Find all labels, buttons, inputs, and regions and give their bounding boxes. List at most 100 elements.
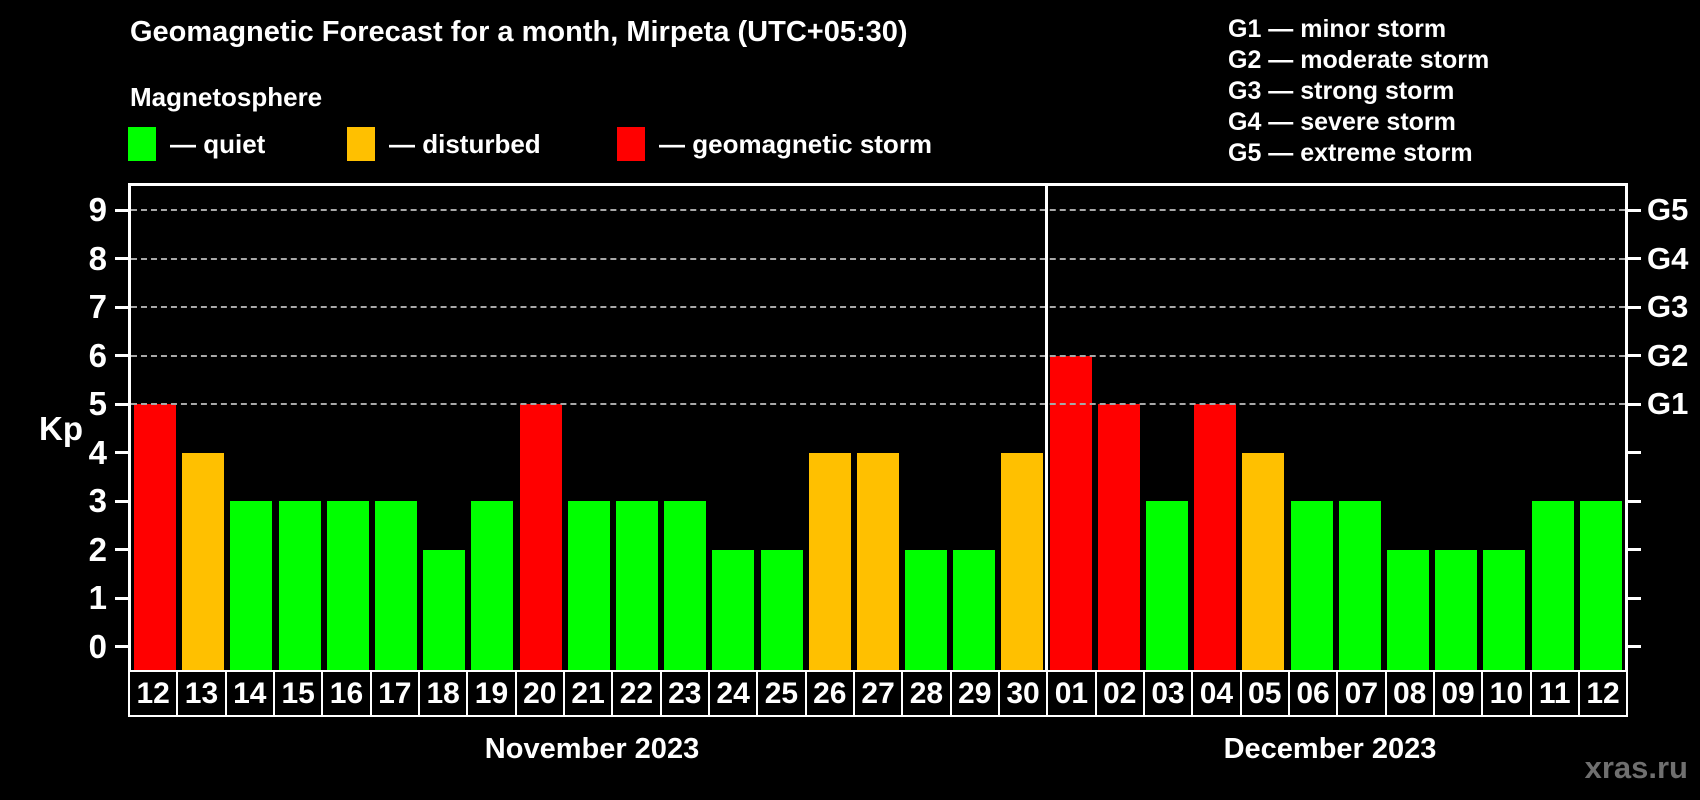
- y-tick-right-0: [1628, 645, 1641, 649]
- bar-slot-04: [1191, 186, 1239, 671]
- date-label-december-05: 05: [1239, 670, 1290, 717]
- chart-title: Geomagnetic Forecast for a month, Mirpet…: [130, 16, 908, 48]
- storm-scale-g5: G5 — extreme storm: [1228, 139, 1473, 167]
- bar-slot-10: [1480, 186, 1528, 671]
- bar-slot-13: [179, 186, 227, 671]
- date-label-november-21: 21: [562, 670, 614, 717]
- date-label-november-26: 26: [804, 670, 855, 717]
- date-label-november-25: 25: [756, 670, 807, 717]
- y-tick-left-6: [115, 354, 128, 358]
- bar-slot-29: [950, 186, 998, 671]
- date-label-november-27: 27: [852, 670, 904, 717]
- bar-slot-19: [468, 186, 516, 671]
- bar-slot-30: [998, 186, 1046, 671]
- date-label-december-09: 09: [1432, 670, 1484, 717]
- bar-slot-12: [131, 186, 179, 671]
- kp-bar-november-28: [905, 549, 948, 671]
- gridline-kp9: [131, 209, 1625, 212]
- bar-slot-09: [1432, 186, 1480, 671]
- storm-scale-legend: G1 — minor storm G2 — moderate storm G3 …: [1228, 14, 1489, 169]
- gridline-kp7: [131, 306, 1625, 309]
- date-label-december-11: 11: [1529, 670, 1580, 717]
- y-tick-left-4: [115, 451, 128, 455]
- month-separator: [1045, 186, 1049, 671]
- bar-slot-20: [517, 186, 565, 671]
- kp-bar-december-07: [1338, 501, 1381, 671]
- bar-slot-21: [565, 186, 613, 671]
- y-tick-left-7: [115, 305, 128, 309]
- y-tick-right-3: [1628, 499, 1641, 503]
- kp-bar-december-02: [1097, 404, 1140, 671]
- storm-scale-g4: G4 — severe storm: [1228, 108, 1456, 136]
- bar-slot-05: [1239, 186, 1287, 671]
- bar-slot-15: [276, 186, 324, 671]
- kp-bar-november-20: [519, 404, 562, 671]
- date-label-december-10: 10: [1481, 670, 1532, 717]
- y-tick-left-8: [115, 257, 128, 261]
- date-label-november-18: 18: [417, 670, 469, 717]
- bar-slot-02: [1095, 186, 1143, 671]
- gridline-kp6: [131, 354, 1625, 357]
- date-label-december-08: 08: [1384, 670, 1435, 717]
- plot-area: Kp 0 1 2 3 4 5 6 7 8 9 G1 G2 G3 G4 G5: [39, 183, 1688, 671]
- kp-bar-december-04: [1194, 404, 1237, 671]
- chart-subtitle: Magnetosphere: [130, 82, 323, 112]
- date-label-november-30: 30: [997, 670, 1049, 717]
- bar-slot-06: [1288, 186, 1336, 671]
- y-tick-label-9: 9: [88, 191, 107, 229]
- y-tick-label-1: 1: [88, 579, 107, 617]
- right-axis-label-g4: G4: [1647, 240, 1689, 276]
- y-tick-label-0: 0: [88, 627, 107, 665]
- kp-bar-november-18: [423, 549, 466, 671]
- legend-item-storm: — geomagnetic storm: [617, 126, 932, 162]
- date-label-december-04: 04: [1191, 670, 1242, 717]
- storm-scale-g1: G1 — minor storm: [1228, 15, 1447, 43]
- bar-slot-28: [902, 186, 950, 671]
- bar-slot-07: [1336, 186, 1384, 671]
- date-axis: 12 13 14 15 16 17 18 19 20 21 22 23 24 25 26 27 28 29 30 01…: [128, 670, 1629, 717]
- legend-label-quiet: — quiet: [170, 128, 266, 159]
- date-label-november-14: 14: [224, 670, 275, 717]
- bar-slot-12: [1577, 186, 1625, 671]
- kp-bar-november-29: [953, 549, 996, 671]
- kp-bar-november-25: [760, 549, 803, 671]
- legend-label-storm: — geomagnetic storm: [659, 128, 933, 159]
- kp-bar-december-05: [1242, 452, 1285, 671]
- y-tick-right-1: [1628, 596, 1641, 600]
- kp-bar-december-03: [1146, 501, 1189, 671]
- y-tick-right-8: [1628, 257, 1641, 261]
- month-label-december: December 2023: [1223, 733, 1437, 765]
- legend-item-disturbed: — disturbed: [347, 126, 541, 162]
- bar-slot-26: [806, 186, 854, 671]
- legend-item-quiet: — quiet: [128, 126, 265, 162]
- date-label-november-24: 24: [707, 670, 759, 717]
- date-label-december-12: 12: [1577, 670, 1629, 717]
- date-label-november-23: 23: [659, 670, 710, 717]
- date-label-november-15: 15: [272, 670, 324, 717]
- bar-slot-01: [1047, 186, 1095, 671]
- kp-bar-november-12: [134, 404, 177, 671]
- kp-bar-november-13: [182, 452, 225, 671]
- y-tick-right-9: [1628, 208, 1641, 212]
- bar-slot-23: [661, 186, 709, 671]
- date-label-december-03: 03: [1142, 670, 1194, 717]
- kp-bar-december-08: [1386, 549, 1429, 671]
- watermark-link[interactable]: xras.ru: [1584, 750, 1688, 785]
- kp-bar-november-17: [375, 501, 418, 671]
- y-tick-left-5: [115, 402, 128, 406]
- y-tick-right-2: [1628, 548, 1641, 552]
- kp-bar-november-26: [808, 452, 851, 671]
- date-label-november-22: 22: [611, 670, 662, 717]
- date-label-december-01: 01: [1046, 670, 1097, 717]
- kp-bar-december-10: [1483, 549, 1526, 671]
- month-label-november: November 2023: [484, 733, 700, 765]
- gridline-kp8: [131, 257, 1625, 260]
- kp-bar-november-27: [856, 452, 899, 671]
- right-axis-label-g3: G3: [1647, 289, 1689, 325]
- bar-slot-18: [420, 186, 468, 671]
- date-label-november-29: 29: [949, 670, 1000, 717]
- bar-slot-11: [1528, 186, 1576, 671]
- storm-color-swatch: [617, 127, 645, 161]
- bar-slot-16: [324, 186, 372, 671]
